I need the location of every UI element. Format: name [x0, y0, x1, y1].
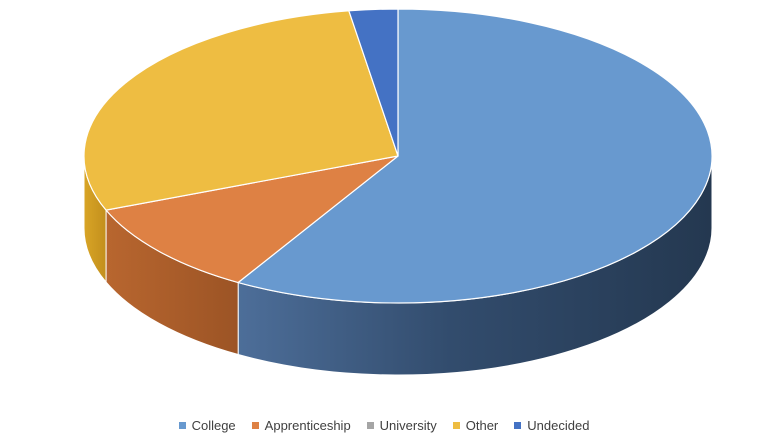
legend-label: Apprenticeship	[264, 417, 351, 433]
slice-other	[83, 10, 399, 211]
legend-swatch	[178, 421, 186, 429]
legend-item-college: College	[178, 417, 236, 433]
legend-item-undecided: Undecided	[514, 418, 589, 433]
legend-swatch	[251, 421, 259, 429]
legend-item-other: Other	[452, 417, 499, 433]
legend-swatch	[452, 421, 460, 429]
legend-label: College	[191, 417, 236, 433]
legend-label: Other	[465, 417, 499, 433]
legend-item-university: University	[366, 417, 437, 433]
legend-swatch	[366, 421, 374, 429]
slice-apprenticeship	[105, 155, 399, 284]
slice-undecided	[348, 8, 399, 157]
pie-tops	[83, 8, 713, 304]
legend: College Apprenticeship University Other …	[0, 415, 768, 435]
slice-college	[237, 8, 713, 304]
legend-label: University	[379, 417, 437, 433]
legend-item-apprenticeship: Apprenticeship	[251, 417, 351, 433]
legend-swatch	[514, 421, 522, 429]
legend-label: Undecided	[527, 417, 590, 433]
